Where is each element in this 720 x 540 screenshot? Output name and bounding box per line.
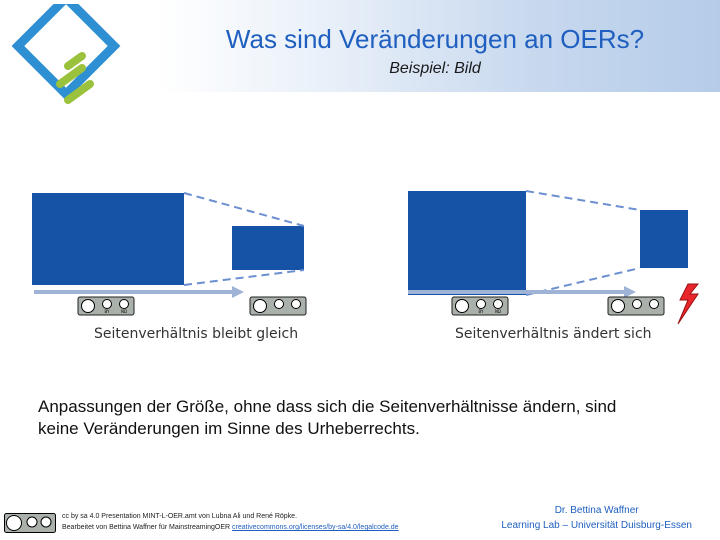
explanation-text: Anpassungen der Größe, ohne dass sich di…: [38, 396, 698, 440]
license-notice-line-1: cc by sa 4.0 Presentation MINT-L-OER.amt…: [62, 513, 298, 520]
warning-bolt-icon: [677, 283, 700, 325]
author-institution: Learning Lab – Universität Duisburg-Esse…: [501, 520, 692, 531]
license-notice: cc by sa 4.0 Presentation MINT-L-OER.amt…: [62, 511, 399, 533]
cc-badge-left-resized: [249, 296, 307, 316]
explanation-line-1: Anpassungen der Größe, ohne dass sich di…: [38, 397, 617, 416]
explanation-line-2: keine Veränderungen im Sinne des Urheber…: [38, 419, 420, 438]
original-image-right: [408, 191, 526, 295]
oer-logo: [11, 4, 121, 104]
license-notice-line-2: Bearbeitet von Bettina Waffner für Mains…: [62, 524, 399, 531]
cc-badge-left-original: [77, 296, 135, 316]
slide-subtitle: Beispiel: Bild: [389, 60, 481, 77]
slide-title: Was sind Veränderungen an OERs?: [225, 24, 645, 54]
caption-ratio-kept: Seitenverhältnis bleibt gleich: [94, 326, 299, 342]
cc-by-sa-license-icon: [4, 513, 56, 533]
original-image-left: [32, 193, 184, 285]
resize-illustration: BY ND BY ND: [32, 190, 700, 325]
badge-nd-label-right: ND: [495, 309, 501, 314]
author-name: Dr. Bettina Waffner: [554, 505, 639, 516]
cc-badge-right-resized: [607, 296, 665, 316]
license-link[interactable]: creativecommons.org/licenses/by-sa/4.0/l…: [232, 524, 399, 531]
resized-image-right: [640, 210, 688, 268]
resized-image-left: [232, 226, 304, 270]
author-block: Dr. Bettina Waffner Learning Lab – Unive…: [501, 503, 692, 533]
badge-by-label-right: BY: [479, 309, 485, 314]
badge-nd-label-left: ND: [121, 309, 127, 314]
caption-ratio-changed: Seitenverhältnis ändert sich: [455, 326, 652, 342]
cc-badge-right-original: [451, 296, 509, 316]
badge-by-label-left: BY: [105, 309, 111, 314]
